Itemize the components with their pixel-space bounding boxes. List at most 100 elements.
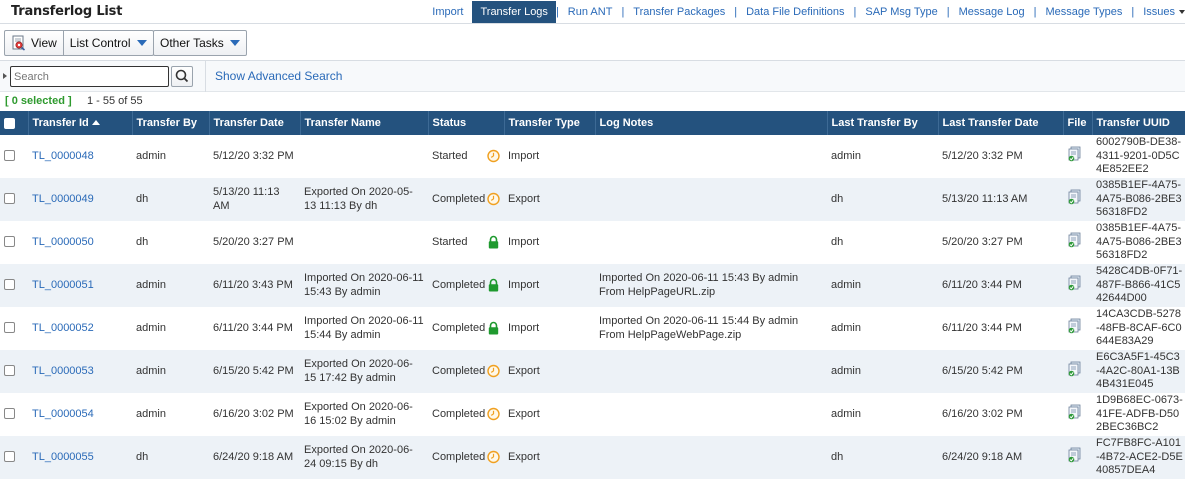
table-row[interactable]: TL_0000049 dh 5/13/20 11:13 AM Exported On …	[0, 178, 1185, 221]
row-select-cell	[0, 307, 28, 350]
transfer-name-cell	[300, 221, 428, 264]
transfer-id-link[interactable]: TL_0000050	[32, 235, 94, 248]
nav-tab-data-file-definitions[interactable]: Data File Definitions	[746, 6, 845, 18]
nav-tab-message-types[interactable]: Message Types	[1045, 6, 1123, 18]
other-tasks-group: Other Tasks	[153, 30, 247, 56]
transfer-id-link[interactable]: TL_0000048	[32, 149, 94, 162]
view-button[interactable]: View	[5, 31, 63, 55]
file-icon[interactable]	[1067, 189, 1083, 205]
selected-count[interactable]: [ 0 selected ]	[5, 95, 72, 107]
search-input[interactable]	[10, 66, 169, 87]
file-cell	[1063, 264, 1092, 307]
table-row[interactable]: TL_0000050 dh 5/20/20 3:27 PM Started Import…	[0, 221, 1185, 264]
file-icon[interactable]	[1067, 146, 1083, 162]
transfer-uuid-cell: 0385B1EF-4A75-4A75-B086-2BE356318FD2	[1096, 222, 1182, 262]
file-icon[interactable]	[1067, 232, 1083, 248]
transfer-date-cell: 6/11/20 3:44 PM	[213, 321, 293, 334]
last-transfer-by-cell: admin	[827, 264, 938, 307]
selection-info: [ 0 selected ] 1 - 55 of 55	[0, 92, 1185, 111]
log-notes-cell: Imported On 2020-06-11 15:43 By admin Fr…	[595, 264, 827, 307]
file-icon[interactable]	[1067, 361, 1083, 377]
column-header-transfer-id[interactable]: Transfer Id	[28, 111, 133, 135]
list-control-button[interactable]: List Control	[62, 31, 153, 55]
transfer-id-link[interactable]: TL_0000055	[28, 436, 132, 479]
nav-tab-issues[interactable]: Issues	[1143, 6, 1175, 18]
file-icon[interactable]	[1067, 275, 1083, 291]
row-select-cell	[0, 135, 28, 178]
file-cell	[1063, 135, 1092, 178]
status-cell: Completed	[428, 178, 504, 221]
last-transfer-by-cell: dh	[827, 178, 938, 221]
other-tasks-label: Other Tasks	[160, 36, 224, 50]
row-checkbox[interactable]	[4, 365, 15, 377]
transfer-id-link[interactable]: TL_0000052	[32, 321, 94, 334]
transfer-id-link[interactable]: TL_0000054	[32, 407, 94, 420]
column-header-label: Transfer UUID	[1096, 117, 1170, 129]
select-all-checkbox[interactable]	[4, 117, 15, 129]
column-header-last-transfer-date[interactable]: Last Transfer Date	[938, 111, 1064, 135]
column-header-transfer-by[interactable]: Transfer By	[132, 111, 210, 135]
nav-tab-message-log[interactable]: Message Log	[958, 6, 1025, 18]
column-header-file[interactable]: File	[1063, 111, 1093, 135]
row-checkbox[interactable]	[4, 193, 15, 205]
log-notes-cell: Imported On 2020-06-11 15:44 By admin Fr…	[599, 315, 799, 341]
column-header-transfer-name[interactable]: Transfer Name	[300, 111, 429, 135]
transfer-uuid-cell: 14CA3CDB-5278-48FB-8CAF-6C0644E83A29	[1096, 308, 1182, 348]
other-tasks-button[interactable]: Other Tasks	[154, 31, 246, 55]
sort-ascending-icon	[91, 120, 100, 125]
log-notes-cell	[595, 393, 827, 436]
file-cell	[1063, 307, 1092, 350]
table-row[interactable]: TL_0000052 admin 6/11/20 3:44 PM Imported O…	[0, 307, 1185, 350]
transfer-by-cell: admin	[132, 350, 209, 393]
table-row[interactable]: TL_0000048 admin 5/12/20 3:32 PM Started Imp…	[0, 135, 1185, 178]
column-header-log-notes[interactable]: Log Notes	[595, 111, 828, 135]
table-row[interactable]: TL_0000053 admin 6/15/20 5:42 PM Exported O…	[0, 350, 1185, 393]
row-checkbox[interactable]	[4, 236, 15, 248]
nav-tab-sap-msg-type[interactable]: SAP Msg Type	[865, 6, 938, 18]
row-checkbox[interactable]	[4, 322, 15, 334]
column-header-transfer-uuid[interactable]: Transfer UUID	[1092, 111, 1185, 135]
expand-arrow-icon[interactable]	[3, 73, 7, 79]
row-select-cell	[0, 178, 28, 221]
file-icon[interactable]	[1067, 318, 1083, 334]
transfer-id-link[interactable]: TL_0000053	[28, 350, 132, 393]
nav-tab-run-ant[interactable]: Run ANT	[567, 6, 613, 18]
nav-tab-transfer-logs[interactable]: Transfer Logs	[472, 1, 556, 23]
column-header-status[interactable]: Status	[428, 111, 505, 135]
row-checkbox[interactable]	[4, 150, 15, 162]
row-checkbox[interactable]	[4, 279, 15, 291]
transfer-id-link[interactable]: TL_0000051	[28, 264, 132, 307]
file-icon[interactable]	[1067, 447, 1083, 463]
row-checkbox[interactable]	[4, 451, 15, 463]
last-transfer-date-cell: 5/20/20 3:27 PM	[942, 235, 1023, 248]
nav-separator: |	[1131, 6, 1135, 18]
table-row[interactable]: TL_0000055 dh 6/24/20 9:18 AM Exported On 2…	[0, 436, 1185, 479]
column-header-label: Last Transfer Date	[942, 117, 1039, 129]
row-checkbox[interactable]	[4, 408, 15, 420]
search-button[interactable]	[171, 66, 193, 87]
last-transfer-by-cell: admin	[831, 321, 861, 334]
transfer-uuid-cell: 0385B1EF-4A75-4A75-B086-2BE356318FD2	[1092, 178, 1185, 221]
column-header-transfer-type[interactable]: Transfer Type	[504, 111, 596, 135]
table-row[interactable]: TL_0000054 admin 6/16/20 3:02 PM Exported O…	[0, 393, 1185, 436]
last-transfer-by-cell: admin	[831, 407, 861, 420]
transfer-id-link[interactable]: TL_0000049	[28, 178, 132, 221]
transfer-date-cell: 5/20/20 3:27 PM	[213, 235, 294, 248]
advanced-search-link[interactable]: Show Advanced Search	[215, 69, 343, 83]
file-icon[interactable]	[1067, 404, 1083, 420]
nav-overflow-caret-icon[interactable]	[1179, 10, 1185, 14]
table-row[interactable]: TL_0000051 admin 6/11/20 3:43 PM Imported O…	[0, 264, 1185, 307]
lock-icon	[487, 321, 500, 335]
column-header-transfer-date[interactable]: Transfer Date	[209, 111, 301, 135]
column-header-label: File	[1067, 117, 1087, 129]
lock-icon	[487, 278, 500, 292]
clock-icon	[487, 364, 500, 378]
clock-icon	[487, 450, 500, 464]
nav-tab-transfer-packages[interactable]: Transfer Packages	[633, 6, 726, 18]
nav-tab-import[interactable]: Import	[432, 6, 464, 18]
column-header-last-transfer-by[interactable]: Last Transfer By	[827, 111, 939, 135]
last-transfer-by-cell: dh	[831, 235, 844, 248]
view-button-label: View	[31, 36, 57, 50]
nav-separator: |	[555, 6, 559, 18]
column-header-label: Transfer Type	[508, 117, 580, 129]
